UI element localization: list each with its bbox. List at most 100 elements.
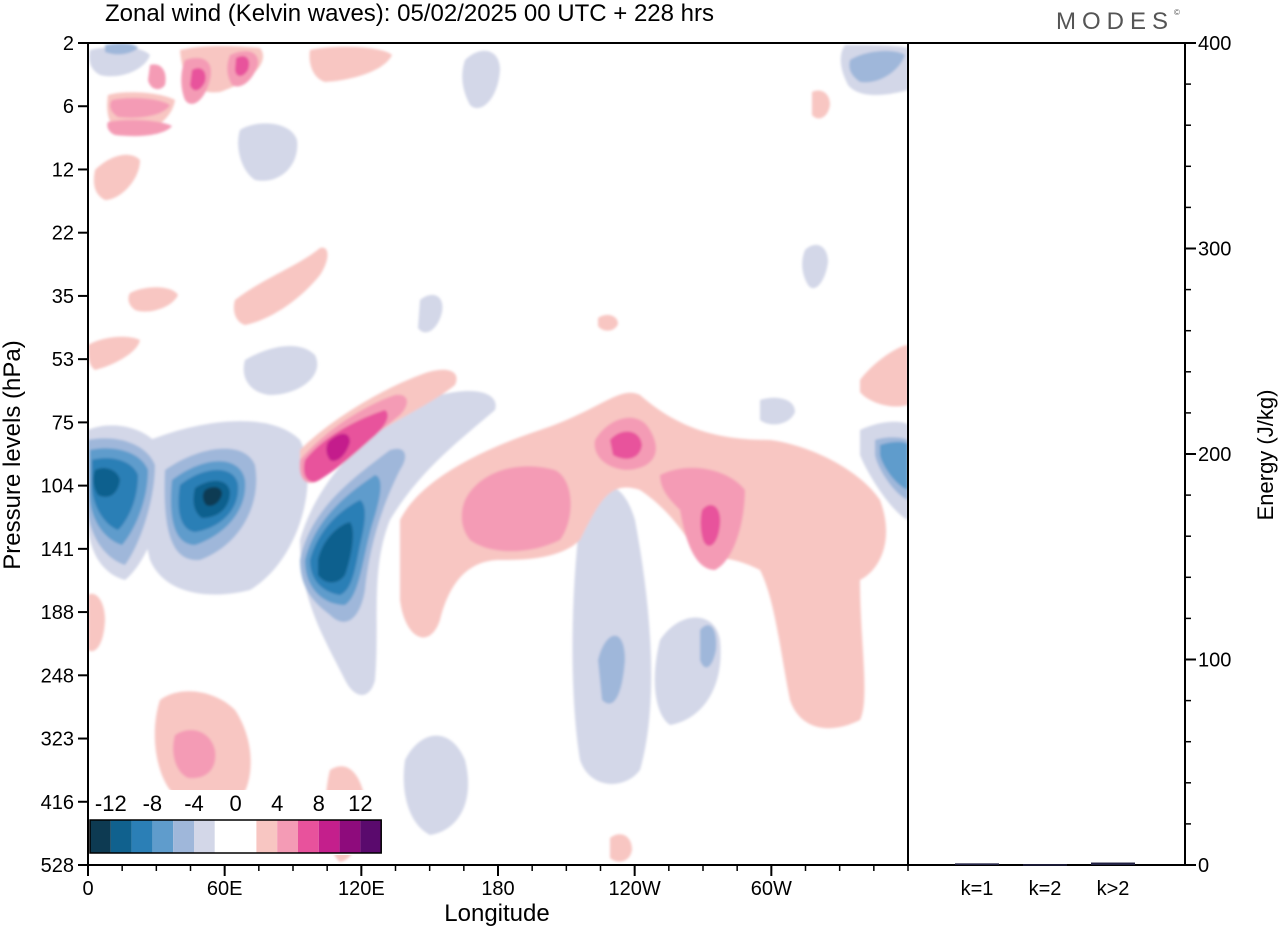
energy-bar: [1023, 864, 1067, 866]
contour-pos-light: [93, 154, 140, 200]
energy-category-label: k>2: [1097, 878, 1130, 900]
colorbar-swatch: [360, 820, 382, 853]
x-tick-label: 60E: [207, 878, 243, 900]
y-tick-label: 248: [41, 665, 74, 687]
y-tick-label: 22: [52, 223, 74, 245]
contour-neg-light: [462, 50, 500, 109]
colorbar-swatch: [318, 820, 340, 853]
energy-tick-label: 400: [1198, 33, 1231, 55]
energy-categories: k=1 k=2 k>2: [961, 878, 1130, 900]
contour-pos-light: [309, 46, 392, 82]
brand-text: MODES: [1056, 8, 1175, 35]
x-axis: 0 60E 120E 180 120W 60W: [82, 865, 909, 900]
contour-pos-8: [700, 505, 721, 546]
colorbar-swatch: [235, 820, 257, 853]
colorbar-swatch: [152, 820, 174, 853]
contour-pos-light: [812, 90, 830, 119]
contour-pos-light: [860, 345, 908, 407]
y-tick-label: 75: [52, 412, 74, 434]
contour-neg-light: [243, 345, 318, 395]
contour-neg-light: [572, 486, 652, 784]
contour-pos-4: [148, 64, 166, 90]
wind-field: [88, 43, 908, 862]
brand-logo: MODES©: [1056, 8, 1180, 36]
contour-pos-4: [461, 466, 571, 552]
x-tick-label: 180: [481, 878, 514, 900]
y-tick-label: 35: [52, 286, 74, 308]
contour-pos-8: [190, 68, 206, 91]
contour-neg-light: [802, 244, 828, 289]
contour-pos-light: [598, 314, 618, 331]
colorbar-swatch: [173, 820, 194, 853]
x-tick-label: 120W: [609, 878, 661, 900]
contour-pos-12: [326, 433, 350, 462]
contour-neg-light: [403, 735, 469, 835]
contour-neg-light: [418, 294, 443, 333]
y-tick-label: 141: [41, 539, 74, 561]
energy-axis-label: Energy (J/kg): [1253, 390, 1278, 521]
x-tick-label: 120E: [338, 878, 385, 900]
contour-pos-4: [173, 730, 216, 779]
contour-pos-8: [610, 431, 642, 459]
y-axis-label: Pressure levels (hPa): [0, 340, 26, 569]
contour-neg-mid: [105, 43, 138, 55]
energy-panel-frame: [908, 42, 1186, 866]
contour-neg-mid: [598, 635, 625, 704]
brand-mark: ©: [1174, 8, 1180, 17]
y-tick-label: 323: [41, 729, 74, 751]
energy-tick-label: 0: [1198, 855, 1209, 877]
contour-pos-4: [110, 97, 170, 118]
contour-neg-light: [89, 46, 150, 77]
y-tick-label: 2: [63, 33, 74, 55]
colorbar-swatch: [277, 820, 298, 853]
contour-pos-8: [235, 56, 250, 76]
colorbar-label: -12: [95, 791, 127, 816]
colorbar-swatch: [194, 820, 215, 853]
energy-category-label: k=2: [1029, 878, 1062, 900]
contour-neg-light: [238, 123, 298, 181]
colorbar-swatch: [131, 820, 153, 853]
colorbar-label: 12: [348, 791, 372, 816]
contour-pos-light: [610, 834, 632, 862]
y-tick-label: 12: [52, 159, 74, 181]
x-axis-label: Longitude: [444, 900, 549, 927]
energy-axis: 0 100 200 300 400: [1185, 33, 1231, 877]
colorbar-swatch: [214, 820, 236, 853]
contour-neg-light: [760, 397, 795, 425]
colorbar-swatch: [339, 820, 361, 853]
y-tick-label: 104: [41, 476, 74, 498]
contour-neg-4: [880, 441, 908, 490]
y-tick-label: 188: [41, 602, 74, 624]
contour-neg-10: [93, 468, 120, 497]
energy-category-label: k=1: [961, 878, 994, 900]
contour-pos-4: [107, 119, 172, 137]
energy-bar: [1091, 862, 1135, 865]
colorbar-label: 8: [313, 791, 325, 816]
energy-tick-label: 200: [1198, 444, 1231, 466]
colorbar-swatch: [256, 820, 278, 853]
contour-neg-12: [202, 486, 222, 506]
contour-neg-mid: [849, 50, 905, 83]
colorbar-label: 4: [271, 791, 283, 816]
y-tick-label: 6: [63, 96, 74, 118]
colorbar-label: 0: [229, 791, 241, 816]
colorbar-swatch: [298, 820, 319, 853]
x-tick-label: 60W: [751, 878, 792, 900]
x-tick-label: 0: [82, 878, 93, 900]
energy-bar: [955, 863, 999, 865]
y-tick-label: 528: [41, 855, 74, 877]
contour-pos-light: [128, 287, 178, 312]
colorbar-swatch: [90, 820, 111, 853]
chart-title: Zonal wind (Kelvin waves): 05/02/2025 00…: [105, 0, 714, 27]
contour-neg-mid: [700, 625, 717, 668]
colorbar-swatch: [110, 820, 132, 853]
y-tick-label: 416: [41, 792, 74, 814]
energy-tick-label: 300: [1198, 239, 1231, 261]
energy-tick-label: 100: [1198, 650, 1231, 672]
y-axis: 2 6 12 22 35 53 75 104 141 188 248 323 416 528: [41, 33, 88, 877]
contour-pos-light: [88, 336, 140, 370]
y-tick-label: 53: [52, 349, 74, 371]
colorbar: -12 -8 -4 0 4 8 12: [88, 790, 384, 855]
colorbar-label: -4: [184, 791, 204, 816]
